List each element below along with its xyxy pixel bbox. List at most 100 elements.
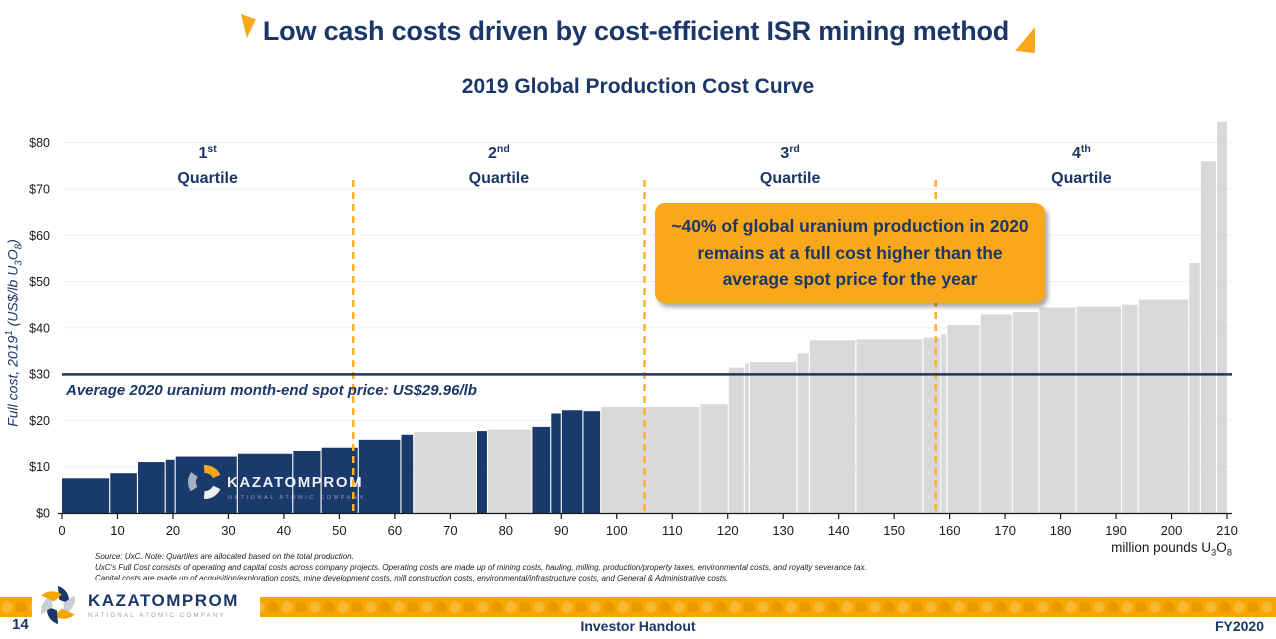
x-tick-label: 0 bbox=[58, 523, 65, 538]
pinwheel-logo-icon bbox=[41, 586, 75, 624]
pinwheel-blade bbox=[54, 608, 75, 619]
cost-bar bbox=[1039, 307, 1076, 513]
x-tick-label: 120 bbox=[717, 523, 739, 538]
x-tick-label: 180 bbox=[1050, 523, 1072, 538]
cost-bar bbox=[1138, 299, 1189, 513]
watermark-swirl-icon bbox=[188, 465, 222, 499]
cost-bar bbox=[583, 411, 601, 513]
x-tick-label: 210 bbox=[1216, 523, 1238, 538]
pinwheel-blade bbox=[41, 596, 54, 615]
y-tick-label: $10 bbox=[29, 460, 50, 474]
cost-bar bbox=[476, 431, 487, 513]
cost-bar bbox=[165, 459, 175, 513]
quartile-word: Quartile bbox=[469, 170, 530, 187]
footer-period: FY2020 bbox=[1214, 618, 1264, 634]
cost-bar bbox=[941, 334, 947, 513]
quartile-ordinal: 4th bbox=[1072, 143, 1091, 162]
x-tick-label: 10 bbox=[110, 523, 124, 538]
y-tick-label: $60 bbox=[29, 229, 50, 243]
quartile-ordinal: 3rd bbox=[780, 143, 799, 162]
quartile-label: 3rd Quartile bbox=[760, 143, 821, 187]
cost-bar bbox=[110, 473, 137, 513]
source-line: Capital costs are made up of acquisition… bbox=[95, 574, 729, 583]
source-notes: Source: UxC. Note: Quartiles are allocat… bbox=[95, 551, 1245, 584]
page-title: Low cash costs driven by cost-efficient … bbox=[240, 12, 1036, 53]
x-tick-label: 110 bbox=[662, 523, 683, 538]
cost-bar bbox=[321, 447, 358, 513]
cost-bar bbox=[1200, 161, 1216, 514]
cost-bar bbox=[1217, 121, 1227, 514]
y-tick-label: $30 bbox=[29, 368, 50, 382]
watermark-logo: KAZATOMPROM NATIONAL ATOMIC COMPANY bbox=[188, 465, 366, 501]
watermark-swirl-icon bbox=[188, 465, 222, 499]
quartile-ordinal: 1st bbox=[199, 143, 218, 162]
x-tick-label: 50 bbox=[332, 523, 346, 538]
quartile-word: Quartile bbox=[1051, 170, 1112, 187]
cost-bar bbox=[728, 367, 744, 513]
x-tick-label: 40 bbox=[277, 523, 291, 538]
cost-bar bbox=[62, 478, 110, 513]
watermark-name: KAZATOMPROM bbox=[227, 474, 363, 491]
x-tick-label: 200 bbox=[1161, 523, 1183, 538]
quartile-ordinal: 2nd bbox=[488, 143, 510, 162]
cost-bar bbox=[797, 353, 809, 513]
callout-box: ~40% of global uranium production in 202… bbox=[655, 203, 1045, 303]
y-tick-label: $20 bbox=[29, 414, 50, 428]
logo-name: KAZATOMPROM bbox=[88, 591, 239, 610]
x-axis-unit-label: million pounds U3O8 bbox=[1111, 540, 1232, 559]
footer-document-title: Investor Handout bbox=[580, 618, 696, 634]
quartile-label: 4th Quartile bbox=[1051, 143, 1112, 187]
quartile-word: Quartile bbox=[177, 170, 238, 187]
y-tick-label: $50 bbox=[29, 275, 50, 289]
x-tick-label: 100 bbox=[606, 523, 628, 538]
y-axis-label: Full cost, 20191 (US$/lb U3O8) bbox=[4, 239, 25, 427]
cost-bar bbox=[414, 431, 476, 513]
cost-bar bbox=[980, 314, 1012, 513]
cost-bar bbox=[358, 439, 401, 513]
x-tick-label: 80 bbox=[499, 523, 513, 538]
chart-title: 2019 Global Production Cost Curve bbox=[461, 75, 815, 98]
cost-curve-chart: KAZATOMPROM NATIONAL ATOMIC COMPANY 0 10 20 3… bbox=[29, 121, 1238, 538]
logo-tagline: NATIONAL ATOMIC COMPANY bbox=[88, 613, 226, 619]
quartile-label: 2nd Quartile bbox=[469, 143, 530, 187]
cost-bar bbox=[947, 325, 980, 513]
pinwheel-blade bbox=[41, 591, 62, 602]
watermark-tagline: NATIONAL ATOMIC COMPANY bbox=[228, 495, 366, 501]
cost-bar bbox=[551, 413, 561, 513]
source-line: UxC's Full Cost consists of operating an… bbox=[95, 563, 867, 572]
cost-bar bbox=[809, 340, 856, 513]
cost-bar bbox=[856, 339, 923, 513]
watermark-swirl-icon bbox=[188, 465, 222, 499]
title-accent-left-icon bbox=[240, 14, 256, 38]
title-area: Low cash costs driven by cost-efficient … bbox=[0, 12, 1276, 53]
x-tick-label: 30 bbox=[221, 523, 235, 538]
x-tick-label: 150 bbox=[883, 523, 905, 538]
source-line: Source: UxC. Note: Quartiles are allocat… bbox=[95, 552, 354, 561]
x-tick-label: 140 bbox=[828, 523, 850, 538]
x-tick-label: 130 bbox=[772, 523, 794, 538]
pinwheel-blade bbox=[46, 607, 58, 624]
quartile-label: 1st Quartile bbox=[177, 143, 238, 187]
page-number: 14 bbox=[12, 616, 29, 633]
cost-bar bbox=[601, 406, 700, 513]
title-accent-right-icon bbox=[1015, 27, 1036, 53]
x-tick-label: 170 bbox=[994, 523, 1016, 538]
cost-bar bbox=[293, 450, 321, 513]
cost-bar bbox=[237, 453, 293, 513]
y-tick-label: $80 bbox=[29, 136, 50, 150]
x-tick-label: 160 bbox=[939, 523, 961, 538]
company-logo: KAZATOMPROM NATIONAL ATOMIC COMPANY bbox=[36, 583, 239, 627]
pinwheel-blade bbox=[62, 595, 75, 614]
cost-bar bbox=[700, 404, 728, 513]
y-tick-label: $40 bbox=[29, 321, 50, 335]
quartile-word: Quartile bbox=[760, 170, 821, 187]
cost-bar bbox=[401, 434, 414, 513]
x-tick-label: 20 bbox=[166, 523, 180, 538]
x-tick-label: 60 bbox=[388, 523, 402, 538]
cost-bar bbox=[923, 337, 941, 513]
pinwheel-blade bbox=[58, 586, 70, 603]
x-tick-label: 90 bbox=[554, 523, 568, 538]
cost-bar bbox=[561, 410, 583, 513]
cost-bar bbox=[488, 429, 532, 513]
